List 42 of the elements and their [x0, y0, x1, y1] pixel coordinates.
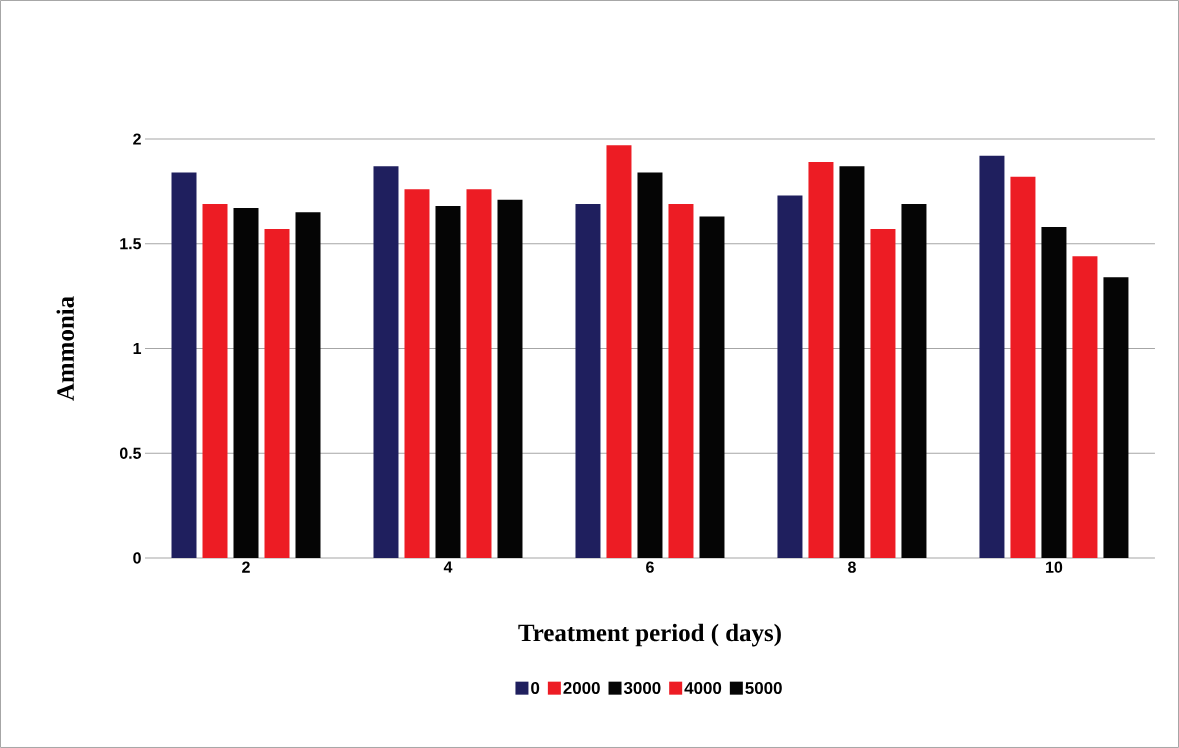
bar	[901, 203, 927, 558]
y-axis-title: Ammonia	[56, 296, 74, 401]
bar	[839, 166, 865, 558]
legend-label: 3000	[623, 682, 661, 695]
bar	[699, 216, 725, 558]
bar	[202, 203, 228, 558]
legend-label: 5000	[745, 682, 782, 694]
bar	[466, 189, 492, 558]
bar	[979, 155, 1005, 558]
bar	[233, 208, 259, 558]
bar	[171, 172, 197, 558]
bar	[497, 199, 523, 558]
bar	[295, 212, 321, 558]
bar	[777, 195, 803, 558]
bar	[1072, 256, 1098, 558]
x-tick-label: 8	[848, 561, 856, 573]
bar	[575, 203, 601, 558]
bar	[606, 145, 632, 558]
bar	[404, 189, 430, 558]
legend-label: 0	[531, 682, 540, 694]
y-tick-label: 0	[133, 552, 141, 564]
x-tick-label: 2	[242, 561, 250, 573]
bar	[808, 162, 834, 558]
bar	[1041, 226, 1067, 558]
bar	[1103, 277, 1129, 558]
bar	[373, 166, 399, 558]
y-tick-label: 1.5	[120, 238, 142, 250]
bar	[668, 203, 694, 558]
x-tick-label: 10	[1046, 561, 1063, 573]
bar	[1010, 176, 1036, 558]
y-tick-label: 0.5	[119, 447, 142, 459]
bar	[637, 172, 663, 558]
legend-label: 4000	[684, 682, 722, 694]
bar	[264, 229, 290, 558]
bar	[870, 229, 896, 558]
y-tick-label: 1	[133, 343, 142, 354]
bar	[435, 206, 461, 558]
x-tick-label: 4	[443, 561, 453, 573]
y-tick-label: 2	[133, 133, 141, 145]
legend-label: 2000	[563, 682, 600, 694]
x-tick-label: 6	[646, 561, 654, 573]
x-axis-title: Treatment period ( days)	[518, 623, 781, 647]
